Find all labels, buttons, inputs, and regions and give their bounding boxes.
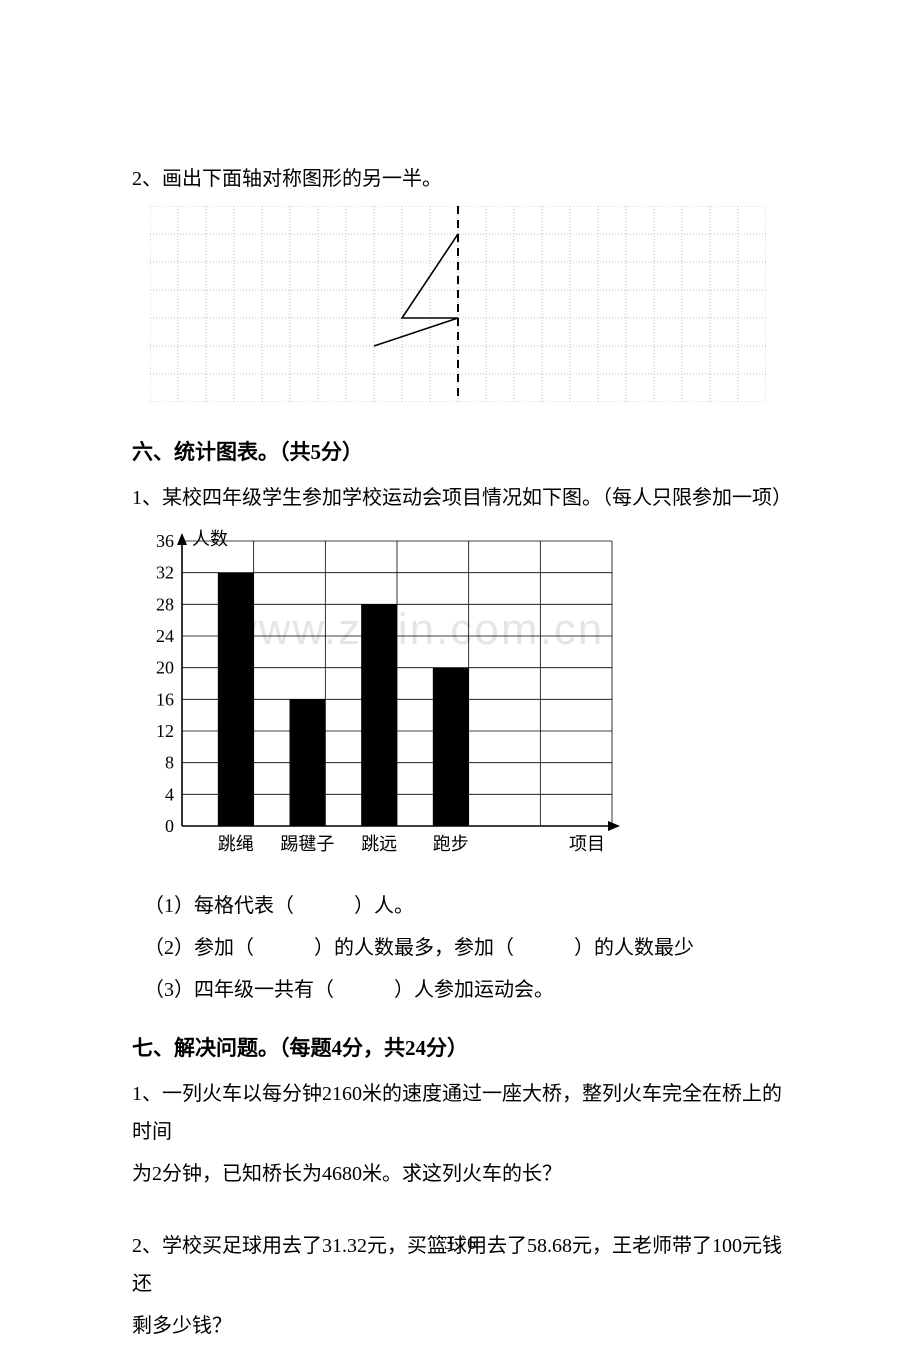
svg-text:项目: 项目 bbox=[569, 834, 605, 854]
section7-q2-line2: 剩多少钱？ bbox=[132, 1307, 788, 1345]
section7-heading: 七、解决问题。（每题4分，共24分） bbox=[132, 1027, 788, 1069]
svg-text:人数: 人数 bbox=[192, 529, 228, 549]
svg-text:12: 12 bbox=[156, 721, 174, 741]
svg-text:8: 8 bbox=[165, 753, 174, 773]
svg-text:32: 32 bbox=[156, 563, 174, 583]
symmetry-grid bbox=[150, 206, 788, 407]
svg-text:20: 20 bbox=[156, 658, 174, 678]
svg-text:0: 0 bbox=[165, 816, 174, 836]
svg-text:跑步: 跑步 bbox=[433, 834, 469, 854]
section7-q1-line1: 1、一列火车以每分钟2160米的速度通过一座大桥，整列火车完全在桥上的时间 bbox=[132, 1075, 788, 1151]
section6-subq3: （3）四年级一共有（ ）人参加运动会。 bbox=[132, 971, 788, 1009]
svg-text:28: 28 bbox=[156, 594, 174, 614]
page-number: 3 / 6 bbox=[0, 1233, 920, 1254]
svg-text:跳绳: 跳绳 bbox=[218, 834, 254, 854]
section6-heading: 六、统计图表。（共5分） bbox=[132, 431, 788, 473]
svg-text:跳远: 跳远 bbox=[361, 834, 397, 854]
svg-text:4: 4 bbox=[165, 784, 174, 804]
svg-text:24: 24 bbox=[156, 626, 174, 646]
section6-q1: 1、某校四年级学生参加学校运动会项目情况如下图。（每人只限参加一项） bbox=[132, 479, 788, 517]
svg-text:36: 36 bbox=[156, 531, 174, 551]
section7-q1-line2: 为2分钟，已知桥长为4680米。求这列火车的长？ bbox=[132, 1155, 788, 1193]
section6-subq1: （1）每格代表（ ）人。 bbox=[132, 887, 788, 925]
section6-subq2: （2）参加（ ）的人数最多，参加（ ）的人数最少 bbox=[132, 929, 788, 967]
q2-text: 2、画出下面轴对称图形的另一半。 bbox=[132, 160, 788, 198]
bar-chart: 0 4 8 12 16 20 24 28 32 36 人数跳绳 踢毽子 跳远 跑步 项目 bbox=[132, 529, 788, 871]
svg-text:16: 16 bbox=[156, 689, 174, 709]
svg-text:踢毽子: 踢毽子 bbox=[280, 834, 334, 854]
